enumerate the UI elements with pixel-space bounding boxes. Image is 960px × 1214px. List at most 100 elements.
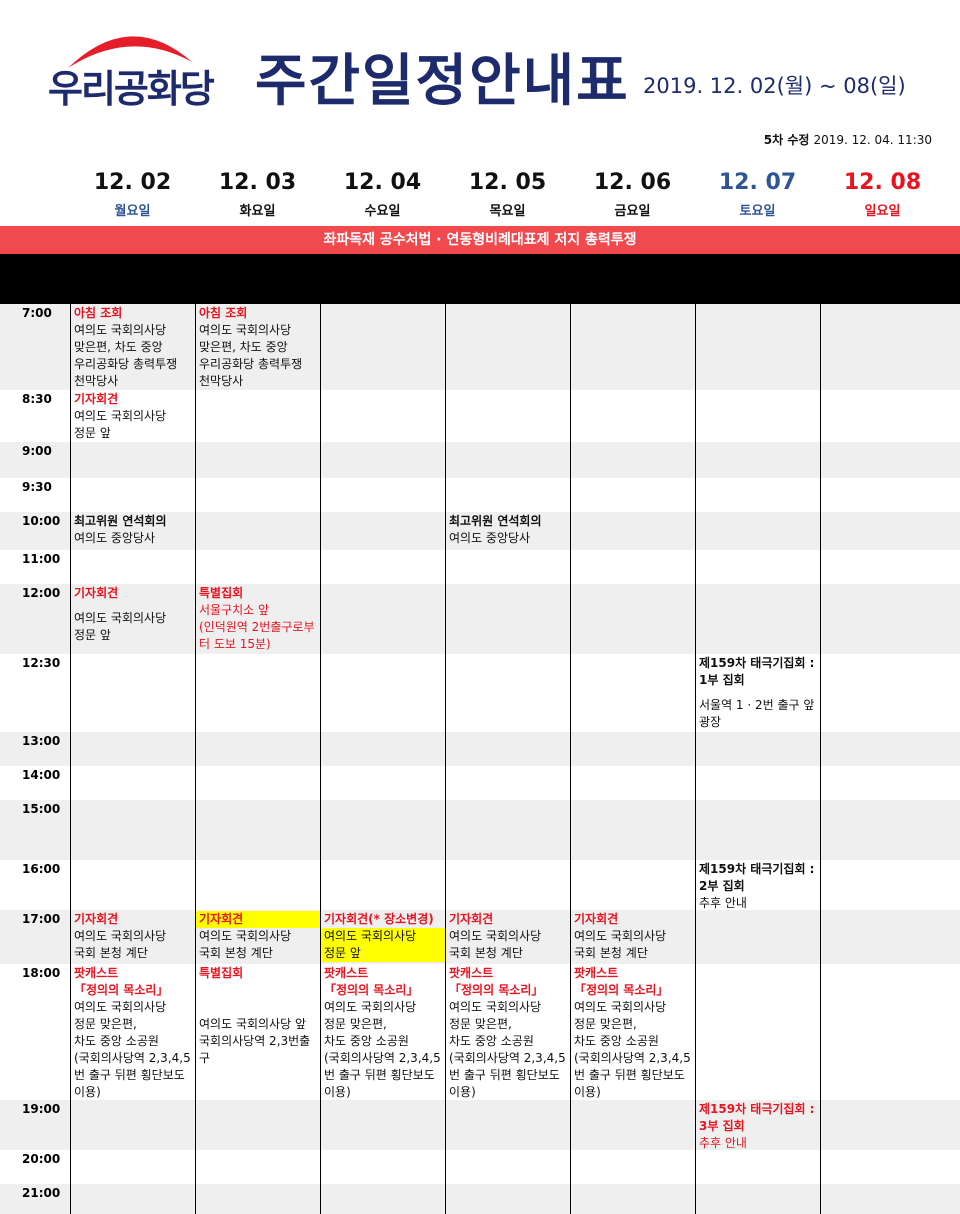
cell: [445, 860, 570, 910]
entry-line: 「정의의 목소리」: [574, 983, 669, 997]
cell: [320, 654, 445, 732]
cell: [70, 1150, 195, 1184]
cell: [70, 1184, 195, 1214]
cell: [820, 1184, 959, 1214]
time-label: 19:00: [22, 1102, 61, 1116]
cell: [695, 512, 820, 550]
cell: [320, 512, 445, 550]
time-row: 9:30: [0, 478, 960, 512]
entry-line: 「정의의 목소리」: [74, 983, 169, 997]
cell: [445, 550, 570, 584]
time-row: 13:00: [0, 732, 960, 766]
entry-line: 여의도 국회의사당: [321, 928, 445, 945]
cell: [570, 584, 695, 654]
time-label: 13:00: [22, 734, 61, 748]
cell: [695, 390, 820, 442]
entry-line: 우리공화당 총력투쟁 천막당사: [74, 357, 178, 388]
entry-line: 추후 안내: [699, 896, 747, 910]
cell: [445, 1150, 570, 1184]
day-date: 12. 08: [843, 170, 922, 195]
day: 12. 04 수요일: [320, 170, 445, 226]
entry-line: 국회 본청 계단: [74, 946, 148, 960]
entry-line: 여의도 국회의사당: [74, 611, 167, 625]
entry-line: 「정의의 목소리」: [324, 983, 419, 997]
cell: 기자회견(* 장소변경) 여의도 국회의사당 정문 앞: [320, 910, 445, 964]
entry-line: (국회의사당역 2,3,4,5번 출구 뒤편 횡단보도 이용): [449, 1051, 566, 1099]
weekday: 금요일: [614, 204, 651, 219]
revision-date: 2019. 12. 04. 11:30: [813, 133, 932, 147]
entry-line: 팟캐스트: [449, 966, 494, 980]
cell: [695, 584, 820, 654]
cell: [570, 442, 695, 478]
entry-line: 기자회견: [74, 912, 119, 926]
cell: [445, 390, 570, 442]
cell: [820, 910, 959, 964]
entry-line: 정문 맞은편,: [74, 1017, 137, 1031]
cell: [570, 654, 695, 732]
cell: [820, 584, 959, 654]
title: 주간일정안내표: [255, 49, 630, 114]
entry-line: 제159차 태극기집회 : 2부 집회: [699, 862, 815, 893]
time-label: 14:00: [22, 768, 61, 782]
cell: [820, 390, 959, 442]
cell: 기자회견 여의도 국회의사당 국회 본청 계단: [570, 910, 695, 964]
cell: [445, 478, 570, 512]
time-label: 18:00: [22, 966, 61, 980]
cell: [570, 390, 695, 442]
cell: [570, 800, 695, 860]
cell: [445, 800, 570, 860]
entry-line: 여의도 국회의사당: [199, 929, 292, 943]
cell: [195, 766, 320, 800]
entry-line: 최고위원 연석회의: [74, 514, 167, 528]
revision-label: 5차 수정: [763, 133, 810, 147]
entry-line: 여의도 국회의사당 앞: [199, 1017, 306, 1031]
cell: [195, 478, 320, 512]
cell: [570, 1100, 695, 1150]
time-label: 12:30: [22, 656, 61, 670]
cell: [70, 800, 195, 860]
cell: [570, 550, 695, 584]
time-label: 10:00: [22, 514, 61, 528]
entry-line: 국회의사당역 2,3번출구: [199, 1034, 311, 1065]
cell: [695, 910, 820, 964]
time-row: 8:30 기자회견 여의도 국회의사당 정문 앞: [0, 390, 960, 442]
cell: [695, 550, 820, 584]
cell: [195, 1184, 320, 1214]
cell: [445, 654, 570, 732]
time-row: 18:00 팟캐스트 「정의의 목소리」 여의도 국회의사당 정문 맞은편, 차도 중앙 …: [0, 964, 960, 1100]
entry-line: 기자회견: [449, 912, 494, 926]
cell: [820, 512, 959, 550]
cell: [695, 1150, 820, 1184]
cell: 기자회견 여의도 국회의사당 국회 본청 계단: [195, 910, 320, 964]
time-row: 12:30 제159차 태극기집회 : 1부 집회 서울역 1 · 2번 출구 앞 …: [0, 654, 960, 732]
cell: [320, 732, 445, 766]
entry-line: (국회의사당역 2,3,4,5번 출구 뒤편 횡단보도 이용): [574, 1051, 691, 1099]
cell: [445, 766, 570, 800]
cell: [195, 732, 320, 766]
cell: [695, 766, 820, 800]
entry-line: 기자회견: [574, 912, 619, 926]
cell: [695, 800, 820, 860]
entry-line: 아침 조회: [199, 306, 248, 320]
cell: [320, 390, 445, 442]
weekday: 목요일: [489, 204, 526, 219]
cell: [695, 1184, 820, 1214]
cell: [570, 766, 695, 800]
cell: [70, 1100, 195, 1150]
cell: [70, 860, 195, 910]
cell: [320, 1100, 445, 1150]
cell: [820, 732, 959, 766]
cell: [320, 800, 445, 860]
entry-line: 여의도 국회의사당: [449, 929, 542, 943]
cell: [195, 442, 320, 478]
time-label: 20:00: [22, 1152, 61, 1166]
time-label: 12:00: [22, 586, 61, 600]
schedule: 7:00 아침 조회 여의도 국회의사당 맞은편, 차도 중앙 우리공화당 총력투쟁 천…: [0, 304, 960, 1214]
cell: [195, 550, 320, 584]
cell: [195, 860, 320, 910]
time-label: 21:00: [22, 1186, 61, 1200]
entry-line: 정문 맞은편,: [574, 1017, 637, 1031]
day-headers: 12. 02 월요일 12. 03 화요일 12. 04 수요일 12. 05 목요일 12. …: [70, 170, 960, 226]
cell: [445, 304, 570, 390]
